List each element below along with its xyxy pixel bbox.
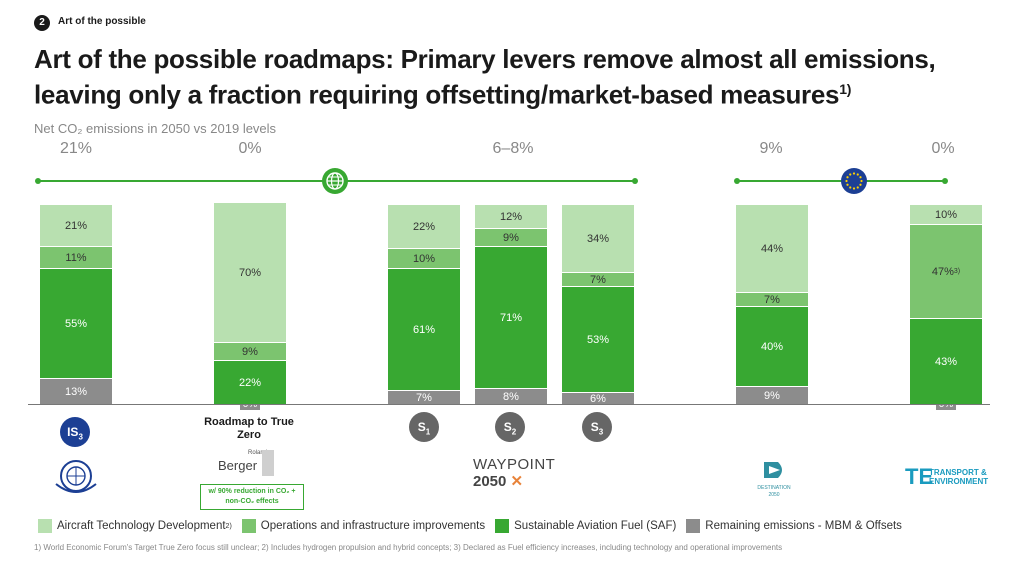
destination-2050-logo: DESTINATION 2050 bbox=[750, 460, 798, 500]
roland-berger-logo: Roland Berger bbox=[218, 450, 280, 480]
net-value-waypoint: 6–8% bbox=[492, 140, 534, 157]
bar-segment-aircraft: 44% bbox=[736, 204, 808, 292]
bar-value-label: 34% bbox=[586, 232, 610, 245]
waypoint-2050-logo: WAYPOINT 2050 ✕ bbox=[473, 456, 556, 491]
scenario-badge-s2: S2 bbox=[495, 412, 525, 442]
bar-segment-operations: 7% bbox=[562, 272, 634, 286]
bar-value-label: 11% bbox=[65, 251, 87, 264]
bar-segment-operations: 9% bbox=[214, 342, 286, 360]
bar-value-label: 9% bbox=[242, 345, 258, 358]
eu-flag-icon bbox=[841, 168, 867, 194]
global-scope-start-dot bbox=[35, 178, 41, 184]
bar-value-label: 71% bbox=[499, 311, 523, 324]
bar-value-label: 70% bbox=[238, 266, 262, 279]
page-title: Art of the possible roadmaps: Primary le… bbox=[34, 44, 994, 110]
legend-item-saf: Sustainable Aviation Fuel (SAF) bbox=[495, 519, 676, 533]
bar-value-label: 7% bbox=[764, 293, 780, 306]
bar-value-label: 12% bbox=[499, 210, 523, 223]
bar-value-label: 43% bbox=[934, 355, 958, 368]
bar-value-footnote: 3) bbox=[953, 268, 961, 275]
bar-segment-operations: 10% bbox=[388, 248, 460, 268]
bar-segment-remaining: 8% bbox=[475, 388, 547, 404]
bar-segment-aircraft: 70% bbox=[214, 202, 286, 342]
bar-value-label: 6% bbox=[590, 392, 606, 405]
bar-segment-operations: 7% bbox=[736, 292, 808, 306]
net-value-te: 0% bbox=[931, 140, 955, 157]
bar-value-label: 7% bbox=[590, 273, 606, 286]
bar-value-label: 9% bbox=[764, 389, 780, 402]
bar-value-label: 8% bbox=[503, 390, 519, 403]
bar-value-label: 7% bbox=[416, 391, 432, 404]
bar-segment-saf: 61% bbox=[388, 268, 460, 390]
title-text: Art of the possible roadmaps: Primary le… bbox=[34, 44, 936, 110]
legend-swatch bbox=[495, 519, 510, 533]
bar-value-label: 10% bbox=[934, 208, 958, 221]
bar-segment-remaining: 13% bbox=[40, 378, 112, 404]
bar-value-label: 22% bbox=[238, 376, 262, 389]
transport-environment-logo: TE TRANSPORT & ENVIRONMENT bbox=[905, 464, 989, 489]
bar-segment-aircraft: 12% bbox=[475, 204, 547, 228]
legend-swatch bbox=[38, 519, 52, 533]
bar-segment-aircraft: 22% bbox=[388, 204, 460, 248]
globe-icon bbox=[322, 168, 348, 194]
title-footnote-marker: 1) bbox=[839, 81, 852, 97]
bar-value-label: 40% bbox=[760, 340, 784, 353]
bar-segment-operations: 11% bbox=[40, 246, 112, 268]
legend-item-aircraft: Aircraft Technology Development 2) bbox=[38, 519, 232, 533]
chart-subtitle: Net CO₂ emissions in 2050 vs 2019 levels bbox=[34, 121, 277, 136]
bar-segment-saf: 40% bbox=[736, 306, 808, 386]
bar-value-label: 61% bbox=[412, 323, 436, 336]
legend-swatch bbox=[241, 519, 256, 533]
bar-segment-saf: 43% bbox=[910, 318, 982, 404]
legend-item-operations: Operations and infrastructure improvemen… bbox=[241, 519, 485, 533]
net-value-is3: 21% bbox=[59, 140, 93, 157]
net-value-destination: 9% bbox=[759, 140, 783, 157]
bar-segment-operations: 9% bbox=[475, 228, 547, 246]
section-label: Art of the possible bbox=[58, 16, 146, 27]
bar-segment-aircraft: 21% bbox=[40, 204, 112, 246]
roadmap-label: Roadmap to True Zero bbox=[204, 416, 294, 441]
scenario-badge-is3: IS3 bbox=[60, 417, 90, 447]
bar-segment-operations: 47% 3) bbox=[910, 224, 982, 318]
legend-swatch bbox=[686, 519, 701, 533]
bar-segment-aircraft: 10% bbox=[910, 204, 982, 224]
bar-segment-saf: 22% bbox=[214, 360, 286, 404]
scenario-badge-s3: S3 bbox=[582, 412, 612, 442]
scenario-badge-s1: S1 bbox=[409, 412, 439, 442]
bar-value-label: 55% bbox=[64, 317, 88, 330]
bar-value-label: 13% bbox=[64, 385, 88, 398]
bar-value-label: 47% bbox=[931, 265, 954, 278]
bar-value-label: 10% bbox=[412, 252, 436, 265]
bar-segment-aircraft: 34% bbox=[562, 204, 634, 272]
bar-segment-remaining: 9% bbox=[736, 386, 808, 404]
bar-segment-saf: 55% bbox=[40, 268, 112, 378]
eu-scope-start-dot bbox=[734, 178, 740, 184]
eu-scope-end-dot bbox=[942, 178, 948, 184]
global-scope-end-dot bbox=[632, 178, 638, 184]
legend-item-remaining: Remaining emissions - MBM & Offsets bbox=[686, 519, 902, 533]
icao-logo bbox=[50, 454, 102, 502]
bar-segment-saf: 53% bbox=[562, 286, 634, 392]
net-value-roadmap: 0% bbox=[238, 140, 262, 157]
bar-value-label: 21% bbox=[64, 219, 88, 232]
bar-segment-saf: 71% bbox=[475, 246, 547, 388]
chart-baseline bbox=[28, 404, 990, 405]
footnote: 1) World Economic Forum's Target True Ze… bbox=[34, 543, 783, 552]
bar-value-label: 9% bbox=[503, 231, 519, 244]
roland-berger-note: w/ 90% reduction in CO₂ + non-CO₂ effect… bbox=[200, 484, 304, 510]
bar-value-label: 44% bbox=[760, 242, 784, 255]
bar-value-label: 53% bbox=[586, 333, 610, 346]
bar-value-label: 22% bbox=[412, 220, 436, 233]
chart-legend: Aircraft Technology Development 2) Operat… bbox=[38, 519, 912, 533]
bar-segment-remaining: 6% bbox=[562, 392, 634, 405]
bar-segment-remaining: 7% bbox=[388, 390, 460, 404]
section-number-badge: 2 bbox=[34, 15, 50, 31]
